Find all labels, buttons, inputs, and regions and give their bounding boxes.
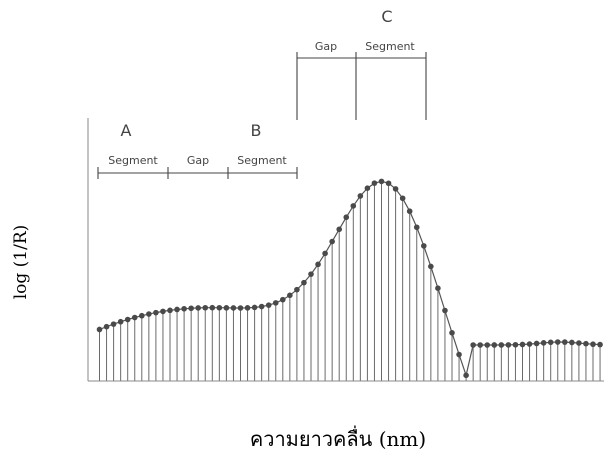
sample-point (406, 208, 413, 215)
sample-point (463, 372, 469, 379)
sample-point (244, 305, 251, 311)
sample-point (392, 186, 399, 192)
sample-point (442, 307, 448, 314)
group-c-gap-bracket (296, 52, 357, 120)
group-c-gap-label: Gap (315, 40, 337, 53)
sample-point (139, 312, 145, 319)
sample-point (117, 318, 124, 325)
sample-point (160, 308, 166, 315)
sample-point (103, 323, 110, 330)
sample-point (554, 339, 561, 345)
sample-point (96, 326, 103, 333)
sample-point (547, 339, 554, 346)
x-axis-label: ความยาวคลื่น (nm) (250, 425, 426, 451)
sample-point (188, 305, 194, 312)
sample-point (421, 243, 427, 249)
sample-point (209, 304, 216, 311)
sample-point (576, 340, 582, 346)
sample-point (230, 305, 237, 311)
sample-point (519, 341, 526, 348)
sample-point (167, 307, 173, 314)
group-b-segment-bracket (228, 167, 298, 179)
sample-point (237, 305, 244, 311)
group-a-letter: A (121, 121, 132, 140)
sample-point (569, 339, 575, 346)
group-a-segment-bracket (97, 167, 169, 179)
sample-point (597, 341, 603, 348)
sample-point (131, 314, 138, 321)
sample-point (484, 342, 491, 348)
sample-point (216, 304, 223, 311)
sample-point (294, 286, 300, 293)
sample-point (110, 321, 117, 327)
sample-point (195, 305, 201, 311)
sample-point (562, 339, 568, 345)
sample-point (498, 342, 505, 348)
sample-point (533, 340, 540, 347)
sample-point (526, 341, 533, 347)
sample-stems (99, 181, 601, 381)
sample-point (265, 302, 272, 308)
sample-point (435, 285, 441, 292)
sample-point (449, 330, 455, 336)
sample-point (315, 261, 321, 268)
sample-point (583, 340, 589, 347)
sample-point (371, 180, 378, 186)
sample-point (322, 250, 328, 257)
sample-points (96, 178, 603, 379)
sample-point (181, 305, 187, 312)
sample-point (301, 279, 307, 286)
sample-point (258, 303, 265, 310)
group-c-letter: C (381, 7, 392, 26)
sample-point (153, 309, 159, 316)
sample-point (287, 292, 293, 299)
sample-point (491, 342, 498, 348)
sample-point (308, 271, 314, 277)
sample-point (251, 304, 258, 311)
sample-point (470, 342, 476, 348)
group-c-segment-label: Segment (365, 40, 415, 53)
sample-point (590, 341, 596, 348)
sample-point (512, 341, 519, 348)
sample-point (280, 296, 286, 303)
sample-point (385, 180, 392, 187)
y-axis-label: log (1/R) (11, 225, 31, 300)
sample-point (223, 305, 230, 311)
sample-point (272, 300, 279, 306)
group-b-letter: B (251, 121, 262, 140)
group-b-segment-label: Segment (237, 154, 287, 167)
spectrum-curve (99, 180, 601, 378)
sample-point (146, 311, 152, 317)
sample-point (456, 351, 462, 358)
sample-point (428, 263, 434, 270)
sample-point (350, 203, 357, 209)
sample-point (540, 340, 547, 346)
sample-point (174, 306, 180, 313)
sample-point (343, 214, 350, 221)
sample-point (364, 185, 371, 191)
sample-point (329, 238, 335, 245)
group-a-segment-label: Segment (108, 154, 158, 167)
sample-point (357, 193, 364, 199)
sample-point (399, 195, 406, 202)
sample-point (505, 342, 512, 348)
group-a-gap-label: Gap (187, 154, 209, 167)
group-c-segment-bracket (356, 52, 427, 120)
sample-point (124, 316, 131, 323)
sample-point (477, 342, 484, 348)
group-a-gap-bracket (168, 167, 229, 179)
sample-point (378, 178, 385, 185)
sample-point (336, 226, 343, 233)
sample-point (413, 224, 420, 231)
sample-point (202, 304, 209, 311)
